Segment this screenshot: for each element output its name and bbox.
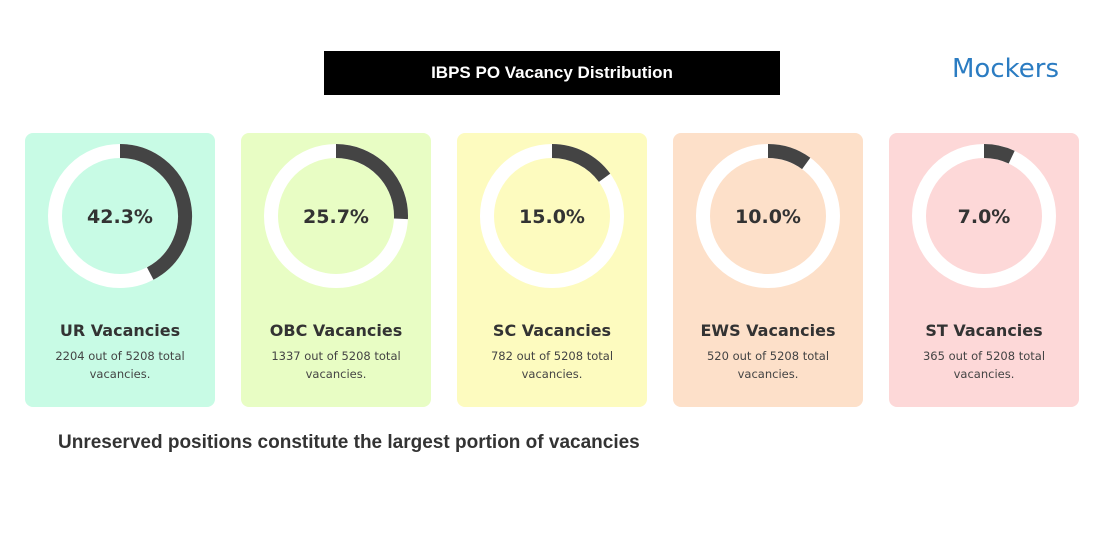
description: 1337 out of 5208 total vacancies. — [271, 349, 401, 381]
donut: 10.0% — [696, 144, 840, 288]
donut-arc — [335, 144, 408, 220]
category-label: OBC Vacancies — [269, 321, 403, 340]
card: 7.0% ST Vacancies 365 out of 5208 total va… — [889, 133, 1079, 407]
donut: 42.3% — [48, 144, 192, 288]
donut-arc — [119, 144, 192, 280]
category-label: ST Vacancies — [925, 321, 1043, 340]
donut: 15.0% — [480, 144, 624, 288]
value-label: 25.7% — [303, 206, 369, 228]
value-label: 10.0% — [735, 206, 801, 228]
logo: Mockers — [952, 54, 1059, 84]
donut: 25.7% — [264, 144, 408, 288]
description: 782 out of 5208 total vacancies. — [490, 349, 614, 381]
value-label: 15.0% — [519, 206, 585, 228]
donut: 7.0% — [912, 144, 1056, 288]
category-label: UR Vacancies — [59, 321, 181, 340]
donut-arc — [767, 144, 811, 170]
description: 2204 out of 5208 total vacancies. — [55, 349, 185, 381]
title: IBPS PO Vacancy Distribution — [324, 51, 780, 95]
value-label: 42.3% — [87, 206, 153, 228]
card: 15.0% SC Vacancies 782 out of 5208 total v… — [457, 133, 647, 407]
category-label: EWS Vacancies — [700, 321, 836, 340]
description: 365 out of 5208 total vacancies. — [922, 349, 1046, 381]
donut-arc — [551, 144, 611, 183]
card: 10.0% EWS Vacancies 520 out of 5208 total … — [673, 133, 863, 407]
caption: Unreserved positions constitute the larg… — [58, 432, 640, 453]
value-label: 7.0% — [958, 206, 1011, 228]
card: 42.3% UR Vacancies 2204 out of 5208 total … — [25, 133, 215, 407]
category-label: SC Vacancies — [492, 321, 612, 340]
description: 520 out of 5208 total vacancies. — [706, 349, 830, 381]
donut-arc — [983, 144, 1015, 164]
card: 25.7% OBC Vacancies 1337 out of 5208 total… — [241, 133, 431, 407]
